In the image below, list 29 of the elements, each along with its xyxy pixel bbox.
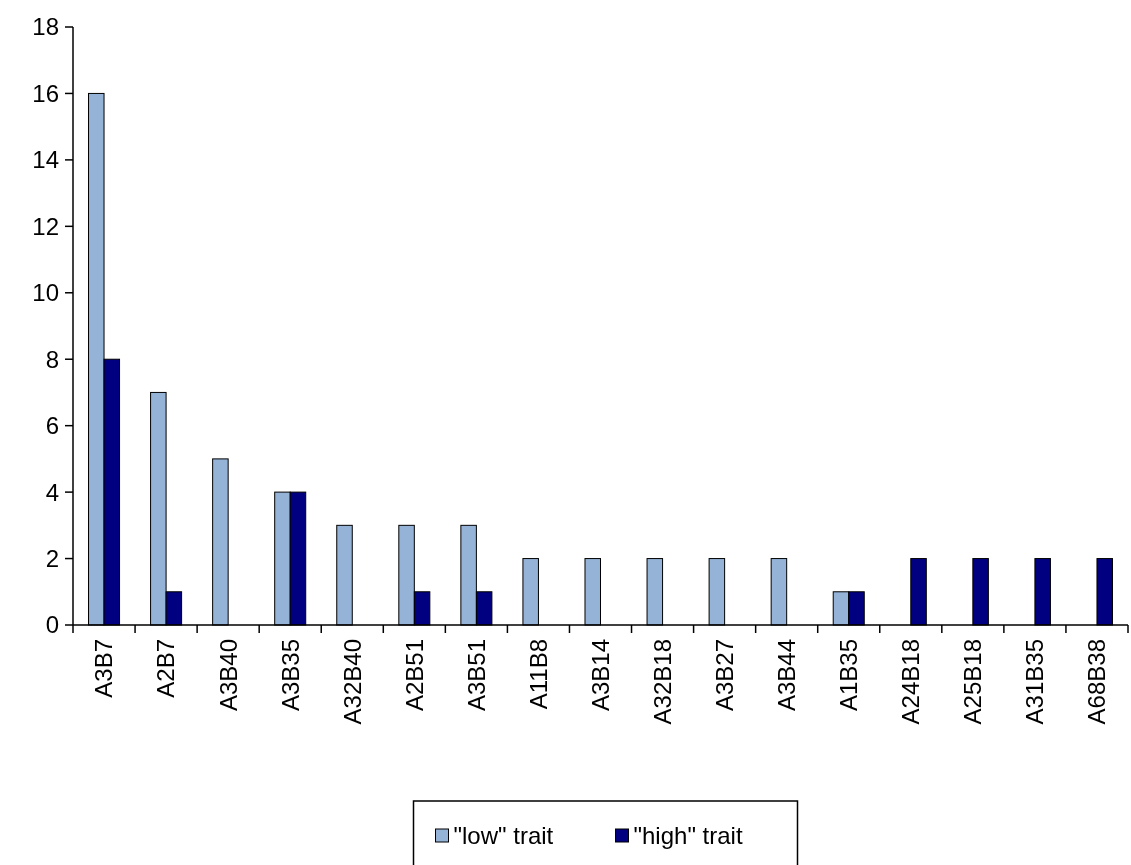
y-tick-label: 14 [32, 146, 59, 174]
x-tick-label: A32B40 [338, 639, 366, 725]
legend-label: "low" trait [453, 822, 554, 850]
x-tick-label: A3B7 [90, 639, 118, 698]
x-tick-label: A2B7 [152, 639, 180, 698]
x-tick-label: A3B35 [276, 639, 304, 712]
y-tick-label: 16 [32, 79, 59, 107]
x-tick-label: A3B51 [462, 639, 490, 712]
y-tick-label: 18 [32, 13, 59, 41]
x-tick-label: A3B40 [214, 639, 242, 712]
x-tick-label: A3B44 [773, 639, 801, 712]
x-tick-label: A1B35 [835, 639, 863, 712]
x-tick-label: A25B18 [959, 639, 987, 725]
x-tick-label: A68B38 [1083, 639, 1111, 725]
x-tick-label: A3B27 [711, 639, 739, 712]
y-tick-label: 2 [45, 544, 59, 572]
y-tick-label: 4 [45, 478, 59, 506]
y-tick-label: 0 [45, 611, 59, 639]
legend-label: "high" trait [633, 822, 743, 850]
x-tick-label: A31B35 [1021, 639, 1049, 725]
x-tick-label: A2B51 [400, 639, 428, 712]
y-tick-label: 12 [32, 212, 59, 240]
x-tick-label: A3B14 [586, 639, 614, 712]
y-tick-label: 8 [45, 345, 59, 373]
y-tick-label: 10 [32, 279, 59, 307]
x-tick-label: A24B18 [897, 639, 925, 725]
x-tick-label: A32B18 [648, 639, 676, 725]
y-tick-label: 6 [45, 412, 59, 440]
x-tick-label: A11B8 [524, 639, 552, 710]
